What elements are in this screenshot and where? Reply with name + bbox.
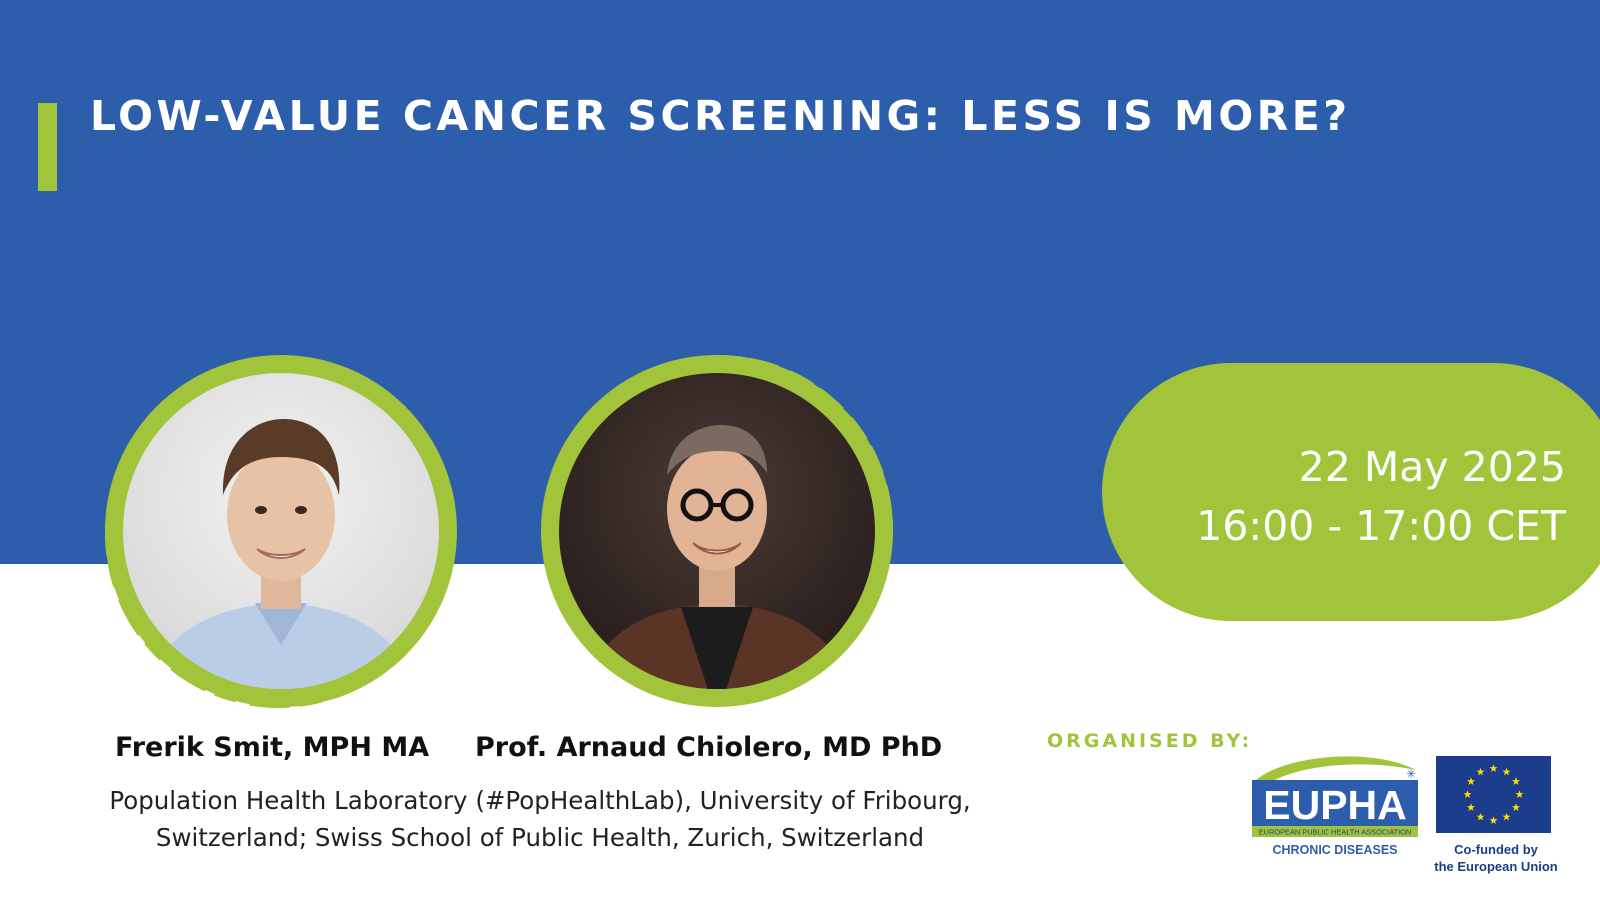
eupha-logo-icon: ✳ EUPHA EUROPEAN PUBLIC HEALTH ASSOCIATI… [1252,756,1418,857]
eupha-wordmark: EUPHA [1263,782,1407,828]
eu-star-icon [1512,777,1521,785]
event-title: LOW-VALUE CANCER SCREENING: LESS IS MORE… [90,92,1351,140]
eu-star-icon [1466,803,1475,811]
eu-star-icon [1515,790,1524,798]
speaker-portrait-icon [105,355,457,708]
organised-by-label: ORGANISED BY: [1047,730,1253,752]
event-date: 22 May 2025 [1298,443,1566,491]
speaker-photo-frerik-smit [95,345,467,717]
date-badge [1102,363,1600,621]
eupha-section: CHRONIC DISEASES [1272,843,1397,857]
eu-star-icon [1466,777,1475,785]
speaker-name-arnaud-chiolero: Prof. Arnaud Chiolero, MD PhD [475,732,943,763]
speaker-name-frerik-smit: Frerik Smit, MPH MA [115,732,430,763]
eu-star-icon [1502,812,1511,821]
eu-star-icon [1489,764,1498,772]
eupha-logo: ✳ EUPHA EUROPEAN PUBLIC HEALTH ASSOCIATI… [1250,752,1420,862]
svg-text:✳: ✳ [1406,767,1416,781]
eu-star-icon [1463,790,1472,798]
eu-star-icon [1476,767,1485,776]
eu-star-icon [1502,767,1511,776]
eu-cofunded-caption: Co-funded by the European Union [1434,842,1558,874]
speaker-portrait-icon [541,355,893,707]
eu-flag-icon [1436,756,1551,833]
eu-flag-svg [1436,756,1551,833]
event-time: 16:00 - 17:00 CET [1196,502,1566,550]
speaker-affiliation: Population Health Laboratory (#PopHealth… [109,786,971,852]
title-accent-bar [38,103,57,191]
eu-star-icon [1476,812,1485,821]
eupha-tagline: EUROPEAN PUBLIC HEALTH ASSOCIATION [1259,828,1412,837]
speaker-photo-arnaud-chiolero [531,345,903,717]
eu-star-icon [1512,803,1521,811]
eu-star-icon [1489,816,1498,824]
